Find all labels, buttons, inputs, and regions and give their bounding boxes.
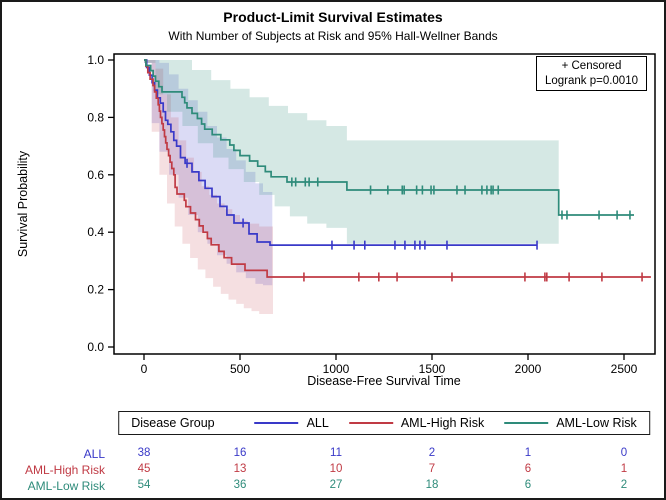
legend-items: ALL AML-High Risk AML-Low Risk bbox=[254, 416, 637, 430]
risk-value: 2 bbox=[428, 447, 436, 459]
risk-value: 45 bbox=[137, 463, 151, 475]
legend-item-aml-high-risk: AML-High Risk bbox=[348, 416, 485, 430]
x-tick-label: 2500 bbox=[611, 362, 638, 376]
legend-item-label: ALL bbox=[306, 416, 329, 430]
risk-value: 13 bbox=[233, 463, 247, 475]
legend-title: Disease Group bbox=[131, 416, 215, 430]
risk-value: 27 bbox=[329, 479, 343, 491]
risk-value: 1 bbox=[620, 463, 628, 475]
logrank-note: Logrank p=0.0010 bbox=[544, 74, 638, 87]
risk-value: 6 bbox=[524, 479, 532, 491]
risk-value: 16 bbox=[233, 447, 247, 459]
plot-frame bbox=[113, 53, 656, 355]
risk-row-label: AML-Low Risk bbox=[27, 479, 105, 493]
y-tick-label: 0.6 bbox=[87, 168, 104, 182]
x-tick-label: 2000 bbox=[515, 362, 542, 376]
chart-subtitle: With Number of Subjects at Risk and 95% … bbox=[168, 29, 498, 43]
curve-aml-low-risk bbox=[144, 59, 634, 216]
curve-aml-high-risk bbox=[144, 59, 651, 278]
x-tick-label: 500 bbox=[230, 362, 250, 376]
x-tick-label: 1000 bbox=[323, 362, 350, 376]
risk-value: 7 bbox=[428, 463, 436, 475]
censored-note: + Censored bbox=[561, 60, 622, 72]
risk-row-label: AML-High Risk bbox=[24, 463, 105, 477]
risk-value: 0 bbox=[620, 447, 628, 459]
y-axis-title: Survival Probability bbox=[16, 150, 30, 258]
legend-item-label: AML-Low Risk bbox=[556, 416, 637, 430]
x-tick-label: 0 bbox=[141, 362, 148, 376]
legend-line-swatch bbox=[348, 422, 393, 424]
y-tick-label: 0.8 bbox=[87, 110, 104, 124]
x-axis-title: Disease-Free Survival Time bbox=[307, 374, 461, 388]
y-tick-label: 0.2 bbox=[87, 283, 104, 297]
legend-item-label: AML-High Risk bbox=[400, 416, 485, 430]
risk-value: 54 bbox=[137, 479, 151, 491]
y-tick-label: 0.0 bbox=[87, 340, 104, 354]
legend-box: Disease Group ALL AML-High Risk AML-Low Ri… bbox=[118, 411, 650, 435]
legend-item-aml-low-risk: AML-Low Risk bbox=[504, 416, 637, 430]
risk-value: 1 bbox=[524, 447, 532, 459]
legend-item-all: ALL bbox=[254, 416, 329, 430]
risk-value: 6 bbox=[524, 463, 532, 475]
risk-value: 11 bbox=[330, 447, 342, 459]
y-tick-label: 0.4 bbox=[87, 225, 104, 239]
x-tick-label: 1500 bbox=[419, 362, 446, 376]
legend-line-swatch bbox=[504, 422, 549, 424]
chart-title: Product-Limit Survival Estimates bbox=[223, 9, 443, 25]
risk-row-label: ALL bbox=[83, 447, 105, 461]
risk-value: 18 bbox=[425, 479, 439, 491]
band-all bbox=[144, 60, 273, 287]
risk-value: 36 bbox=[233, 479, 247, 491]
y-tick-label: 1.0 bbox=[87, 53, 104, 67]
legend-line-swatch bbox=[254, 422, 299, 424]
risk-value: 10 bbox=[329, 463, 343, 475]
risk-value: 2 bbox=[620, 479, 628, 491]
risk-value: 38 bbox=[137, 447, 151, 459]
inset-box: + Censored Logrank p=0.0010 bbox=[535, 56, 647, 91]
band-aml-low-risk bbox=[144, 60, 559, 246]
